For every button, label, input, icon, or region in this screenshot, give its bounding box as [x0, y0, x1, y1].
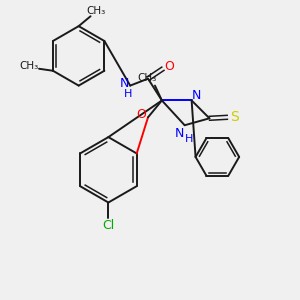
Text: N: N — [120, 77, 129, 90]
Text: N: N — [175, 127, 184, 140]
Text: O: O — [164, 60, 174, 73]
Text: H: H — [184, 134, 193, 144]
Text: Cl: Cl — [102, 219, 115, 232]
Text: CH₃: CH₃ — [87, 6, 106, 16]
Text: N: N — [192, 89, 201, 102]
Text: S: S — [230, 110, 239, 124]
Text: CH₃: CH₃ — [20, 61, 39, 71]
Text: CH₃: CH₃ — [137, 73, 157, 83]
Text: H: H — [124, 88, 132, 98]
Text: O: O — [136, 108, 146, 121]
